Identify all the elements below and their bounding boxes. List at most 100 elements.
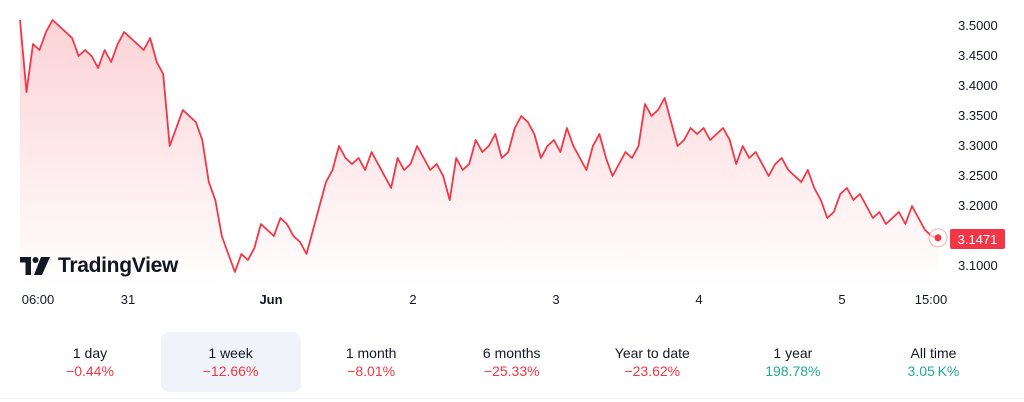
- price-point: [696, 133, 698, 135]
- price-point: [319, 205, 321, 207]
- price-point: [865, 205, 867, 207]
- price-point: [442, 175, 444, 177]
- period-label: 1 year: [773, 345, 813, 361]
- period-label: All time: [910, 345, 957, 361]
- price-point: [325, 181, 327, 183]
- price-point: [813, 187, 815, 189]
- price-point: [39, 49, 41, 51]
- period-change: 198.78%: [765, 363, 821, 379]
- price-point: [904, 223, 906, 225]
- price-point: [494, 133, 496, 135]
- price-point: [169, 145, 171, 147]
- tradingview-logo[interactable]: TradingView: [20, 254, 178, 278]
- price-point: [683, 139, 685, 141]
- price-point: [84, 49, 86, 51]
- price-point: [397, 157, 399, 159]
- price-point: [78, 55, 80, 57]
- price-chart[interactable]: 3.5000 3.4500 3.4000 3.3500 3.3000 3.2500 3.20…: [0, 0, 1024, 320]
- period-tab-1-year[interactable]: 1 year 198.78%: [723, 332, 863, 392]
- period-tab-1-month[interactable]: 1 month −8.01%: [301, 332, 441, 392]
- x-tick-label: 3: [552, 292, 559, 307]
- price-point: [195, 121, 197, 123]
- price-point: [481, 151, 483, 153]
- price-point: [130, 37, 132, 39]
- price-point: [670, 121, 672, 123]
- price-point: [240, 253, 242, 255]
- x-tick-label: 15:00: [915, 292, 948, 307]
- period-label: 1 month: [345, 345, 397, 361]
- price-point: [416, 145, 418, 147]
- price-point: [546, 145, 548, 147]
- price-point: [351, 163, 353, 165]
- price-point: [651, 115, 653, 117]
- y-tick-label: 3.3000: [958, 138, 998, 153]
- price-point: [312, 229, 314, 231]
- price-point: [175, 127, 177, 129]
- price-point: [572, 145, 574, 147]
- period-label: 1 week: [208, 345, 253, 361]
- price-point: [846, 187, 848, 189]
- price-point: [91, 55, 93, 57]
- price-point: [345, 157, 347, 159]
- price-point: [631, 157, 633, 159]
- price-point: [918, 217, 920, 219]
- price-point: [644, 103, 646, 105]
- price-point: [475, 139, 477, 141]
- price-point: [45, 31, 47, 33]
- price-point: [787, 169, 789, 171]
- price-point: [149, 37, 151, 39]
- period-tab-year-to-date[interactable]: Year to date −23.62%: [582, 332, 722, 392]
- price-point: [143, 49, 145, 51]
- price-point: [234, 271, 236, 273]
- price-point: [852, 199, 854, 201]
- price-point: [364, 169, 366, 171]
- price-point: [201, 139, 203, 141]
- price-point: [384, 175, 386, 177]
- price-point: [58, 25, 60, 27]
- price-point: [612, 175, 614, 177]
- period-change: −0.44%: [66, 363, 114, 379]
- price-point: [722, 127, 724, 129]
- price-point: [260, 223, 262, 225]
- period-change: −8.01%: [347, 363, 396, 379]
- last-price-dot: [934, 234, 942, 242]
- price-point: [488, 145, 490, 147]
- x-tick-label: 06:00: [22, 292, 55, 307]
- price-point: [449, 199, 451, 201]
- price-point: [664, 97, 666, 99]
- price-point: [156, 61, 158, 63]
- period-tab-all-time[interactable]: All time 3.05 K%: [863, 332, 1003, 392]
- price-point: [65, 31, 67, 33]
- period-label: Year to date: [614, 345, 690, 361]
- price-point: [162, 73, 164, 75]
- price-point: [709, 139, 711, 141]
- price-point: [774, 163, 776, 165]
- y-axis: 3.5000 3.4500 3.4000 3.3500 3.3000 3.2500 3.20…: [958, 18, 998, 273]
- brand-name: TradingView: [58, 254, 179, 277]
- price-point: [527, 121, 529, 123]
- price-point: [859, 193, 861, 195]
- price-point: [794, 175, 796, 177]
- price-point: [885, 223, 887, 225]
- x-tick-label: 4: [695, 292, 702, 307]
- period-change: −12.66%: [202, 363, 259, 379]
- price-point: [436, 163, 438, 165]
- price-point: [182, 109, 184, 111]
- price-point: [618, 163, 620, 165]
- chart-svg[interactable]: 3.5000 3.4500 3.4000 3.3500 3.3000 3.2500 3.20…: [0, 0, 1024, 320]
- period-tab-1-day[interactable]: 1 day −0.44%: [20, 332, 160, 392]
- price-point: [703, 127, 705, 129]
- price-point: [520, 115, 522, 117]
- period-tab-6-months[interactable]: 6 months −25.33%: [442, 332, 582, 392]
- y-tick-label: 3.2500: [958, 168, 998, 183]
- period-selector: 1 day −0.44% 1 week −12.66% 1 month −8.01% 6 m…: [20, 332, 1004, 392]
- price-point: [227, 253, 229, 255]
- y-tick-label: 3.3500: [958, 108, 998, 123]
- price-point: [390, 187, 392, 189]
- period-tab-1-week[interactable]: 1 week −12.66%: [160, 332, 301, 392]
- price-point: [71, 37, 73, 39]
- period-change: −23.62%: [624, 363, 681, 379]
- price-point: [559, 151, 561, 153]
- price-point: [625, 151, 627, 153]
- price-point: [136, 43, 138, 45]
